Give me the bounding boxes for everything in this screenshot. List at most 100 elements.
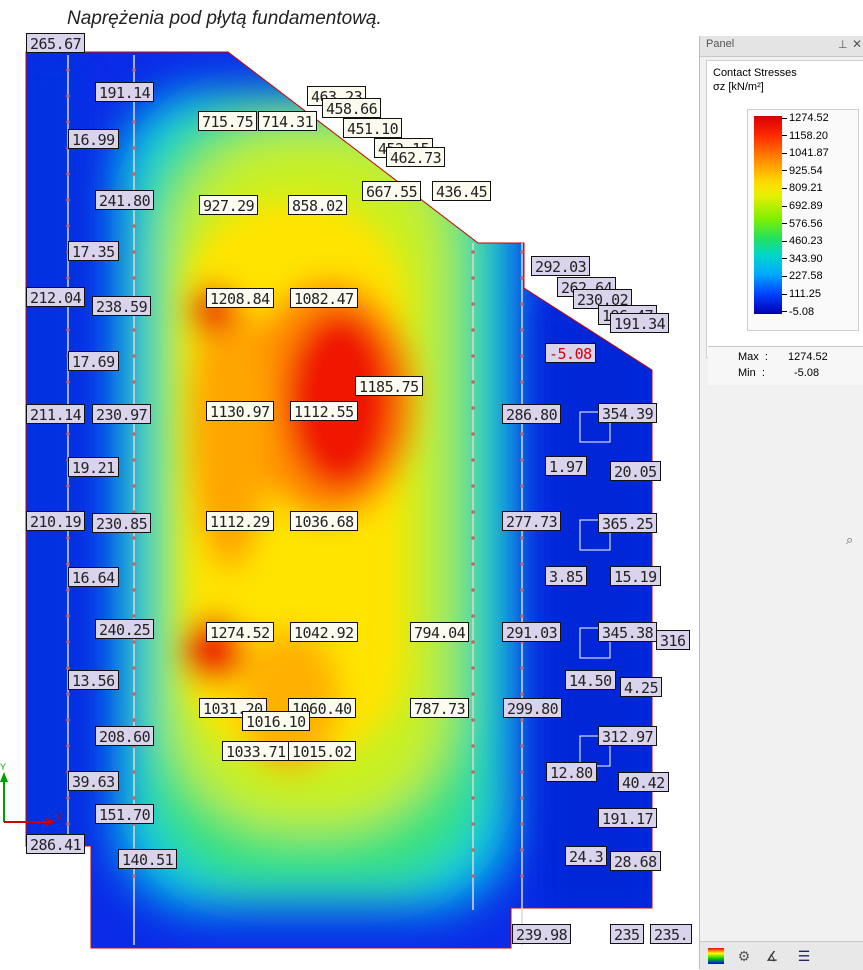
legend-tick: 692.89 [782,200,823,212]
stress-value-label: 15.19 [610,566,661,586]
legend-tick: 1158.20 [782,130,828,142]
close-icon[interactable]: ✕ [852,37,863,51]
min-max-summary: Max : 1274.52 Min : -5.08 [708,346,863,385]
color-bar [754,116,782,314]
stress-value-label: 1016.10 [242,711,310,731]
mesh-node [520,276,524,280]
mesh-node [520,432,524,436]
panel-toolbar: ⚙ ∡ ☰ [700,941,863,970]
mesh-node [132,458,136,462]
mesh-node [471,588,475,592]
mesh-node [471,406,475,410]
mesh-node [520,692,524,696]
stress-value-label: 4.25 [620,677,663,697]
list-icon[interactable]: ☰ [797,948,811,964]
mesh-node [132,120,136,124]
mesh-node [132,484,136,488]
stress-value-label: 191.14 [95,82,155,102]
mesh-node [132,146,136,150]
legend-unit: σz [kN/m²] [713,81,764,93]
stress-value-label: 1185.75 [355,376,423,396]
mesh-node [66,120,70,124]
mesh-node [520,458,524,462]
mesh-node [132,380,136,384]
stress-value-label: 299.80 [503,698,563,718]
mesh-node [132,250,136,254]
stress-value-label: 715.75 [198,111,258,131]
mesh-node [132,614,136,618]
mesh-node [132,562,136,566]
mesh-node [66,744,70,748]
max-value: 1274.52 [788,351,828,363]
stress-value-label: 1130.97 [206,401,274,421]
mesh-node [520,562,524,566]
mesh-node [66,172,70,176]
svg-text:Y: Y [0,762,6,772]
mesh-node [132,536,136,540]
slab-outline [25,51,653,949]
mesh-node [66,432,70,436]
figure-caption: Naprężenia pod płytą fundamentową. [67,8,382,29]
mesh-node [471,458,475,462]
mesh-node [471,848,475,852]
mesh-node [132,718,136,722]
stress-value-label: 1015.02 [288,741,356,761]
mesh-node [66,224,70,228]
stress-value-label: 436.45 [432,181,492,201]
stress-value-label: 312.97 [598,726,658,746]
mesh-node [520,328,524,332]
mesh-node [132,874,136,878]
pin-icon[interactable]: ⊥ [838,39,848,51]
stress-value-label: -5.08 [545,343,596,363]
mesh-node [471,510,475,514]
mesh-node [471,354,475,358]
mesh-node [66,276,70,280]
stress-value-label: 1208.84 [206,288,274,308]
stress-value-label: 17.69 [68,351,119,371]
mesh-node [471,614,475,618]
stress-value-label: 858.02 [288,195,348,215]
mesh-node [520,614,524,618]
mesh-node [132,172,136,176]
mesh-node [132,328,136,332]
results-icon[interactable]: ⚙ [737,948,751,964]
results-panel[interactable]: Panel ⊥ ✕ Contact Stresses σz [kN/m²] 12… [699,36,863,970]
color-scale-icon[interactable] [708,948,724,964]
min-value: -5.08 [794,367,820,379]
angle-icon[interactable]: ∡ [765,948,779,964]
stress-value-label: 210.19 [26,511,86,531]
mesh-node [471,692,475,696]
mesh-node [66,796,70,800]
stress-value-label: 1112.29 [206,511,274,531]
stress-value-label: 277.73 [502,511,562,531]
stress-value-label: 1082.47 [290,288,358,308]
mesh-node [520,796,524,800]
stress-value-label: 1112.55 [290,401,358,421]
stress-value-label: 667.55 [362,181,422,201]
mesh-node [520,250,524,254]
mesh-node [520,848,524,852]
stress-value-label: 208.60 [95,726,155,746]
stress-value-label: 140.51 [118,849,178,869]
stress-value-label: 151.70 [95,804,155,824]
stress-value-label: 451.10 [343,118,403,138]
stress-value-label: 14.50 [565,670,616,690]
panel-title: Panel [706,38,735,50]
stress-value-label: 191.17 [598,808,658,828]
mesh-node [132,770,136,774]
stress-value-label: 927.29 [199,195,259,215]
mesh-node [471,250,475,254]
legend-tick: 343.90 [782,253,823,265]
mesh-node [471,822,475,826]
stress-value-label: 286.41 [26,834,86,854]
mesh-node [520,718,524,722]
panel-header: Panel ⊥ ✕ [700,36,863,57]
mesh-node [471,276,475,280]
svg-text:X: X [56,812,62,822]
stress-value-label: 17.35 [68,241,119,261]
stress-value-label: 235 [610,924,644,944]
legend-tick: 809.21 [782,182,823,194]
mesh-node [471,380,475,384]
magnifier-icon[interactable]: ⌕ [846,532,854,547]
legend-tick: 576.56 [782,218,823,230]
